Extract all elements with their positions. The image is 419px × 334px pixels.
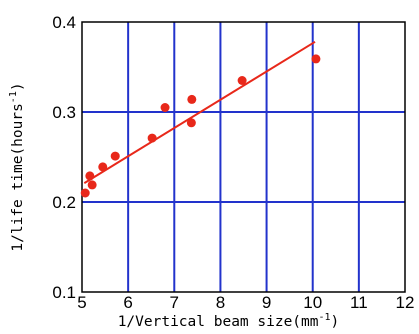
data-point xyxy=(237,76,247,85)
data-point xyxy=(85,171,95,181)
x-axis-title-tail: ) xyxy=(331,314,340,330)
y-tick-label: 0.4 xyxy=(52,13,76,32)
y-tick-label: 0.2 xyxy=(52,193,76,212)
data-point xyxy=(87,180,97,190)
x-tick-label: 12 xyxy=(396,293,415,312)
x-tick-label: 6 xyxy=(123,293,132,312)
y-axis-title-tail: ) xyxy=(10,82,26,91)
x-axis-title-sup: -1 xyxy=(319,312,331,323)
y-axis-title-sup: -1 xyxy=(8,91,19,103)
data-point xyxy=(110,151,120,161)
data-point xyxy=(160,103,170,112)
data-point xyxy=(186,118,196,128)
data-point xyxy=(311,54,321,64)
x-tick-label: 8 xyxy=(216,293,225,312)
x-tick-label: 9 xyxy=(262,293,271,312)
fit-line xyxy=(83,40,316,184)
y-tick-label: 0.1 xyxy=(52,283,76,302)
data-point xyxy=(98,162,108,172)
x-tick-label: 7 xyxy=(170,293,179,312)
x-tick-label: 5 xyxy=(77,293,86,312)
plot-frame xyxy=(81,21,406,293)
x-axis-title: 1/Vertical beam size(mm-1) xyxy=(118,312,340,330)
x-tick-label: 10 xyxy=(303,293,322,312)
grid xyxy=(82,22,405,292)
y-axis-title-main: 1/life time(hours xyxy=(10,103,26,251)
data-points xyxy=(80,54,321,198)
data-point xyxy=(147,133,157,143)
x-axis-title-main: 1/Vertical beam size(mm xyxy=(118,314,319,330)
y-tick-label: 0.3 xyxy=(52,103,76,122)
data-point xyxy=(80,188,90,198)
y-axis-title: 1/life time(hours-1) xyxy=(8,82,26,251)
tick-labels: 5 6 7 8 9 10 11 12 0.1 0.2 0.3 0.4 xyxy=(52,13,414,312)
data-point xyxy=(187,94,197,104)
x-tick-label: 11 xyxy=(350,293,368,312)
